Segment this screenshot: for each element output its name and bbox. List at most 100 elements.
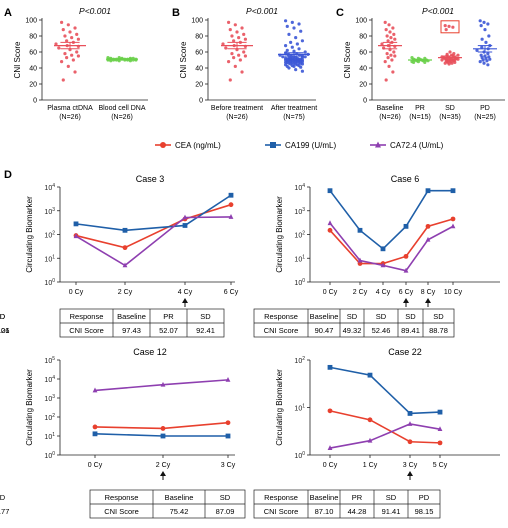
square-marker (270, 142, 276, 148)
table-response-cell: SD (405, 312, 416, 321)
x-tick-label: 0 Cy (323, 462, 338, 469)
chart-title: Case 6 (391, 174, 420, 184)
series-line (329, 218, 454, 265)
table-row-label: CNI Score (69, 326, 104, 335)
square-marker (437, 409, 443, 415)
data-point (228, 78, 232, 82)
chart-title: Case 3 (136, 174, 165, 184)
group-label: Before treatment (211, 105, 263, 112)
y-tick-label: 0 (363, 98, 367, 105)
square-marker (182, 223, 188, 228)
square-marker (450, 188, 456, 194)
data-point (73, 70, 77, 74)
data-point (228, 28, 232, 32)
table-header-label: Response (70, 312, 104, 321)
square-marker (425, 188, 431, 194)
table-response-cell: PR (352, 493, 363, 502)
y-tick-label: 101 (44, 254, 55, 263)
group-label: Baseline (377, 105, 404, 112)
data-point (447, 24, 451, 28)
table-header-label: Response (105, 493, 139, 502)
data-point (57, 46, 61, 50)
data-point (384, 78, 388, 82)
circle-marker (225, 420, 231, 426)
series-ca724 (73, 214, 234, 268)
data-point (294, 36, 298, 40)
table-score-cell: 52.46 (372, 326, 391, 335)
table-score-cell: 92.41 (196, 326, 215, 335)
series-cea (92, 420, 231, 431)
series-ca199 (73, 192, 234, 233)
data-point (76, 37, 80, 41)
circle-marker (407, 439, 413, 445)
data-point (224, 46, 228, 50)
y-tick-label: 80 (195, 34, 203, 41)
data-point (290, 20, 294, 24)
x-tick-label: 2 Cy (118, 289, 133, 296)
highlight-box (440, 20, 460, 34)
data-point (300, 62, 304, 66)
data-point (287, 66, 291, 70)
group-n-label: (N=26) (226, 114, 248, 121)
group-label: PD (480, 105, 490, 112)
y-tick-label: 103 (44, 394, 55, 403)
data-point (61, 28, 65, 32)
data-point (300, 39, 304, 43)
table-response-cell: PR (163, 312, 174, 321)
triangle-marker (407, 421, 413, 426)
y-tick-label: 40 (359, 66, 367, 73)
data-point (292, 26, 296, 30)
data-point (443, 24, 447, 28)
x-tick-label: 4 Cy (178, 289, 193, 296)
series-line (329, 423, 441, 449)
data-point (453, 60, 457, 64)
y-tick-label: 20 (195, 82, 203, 89)
y-tick-label: 80 (359, 34, 367, 41)
legend-label: CA199 (U/mL) (285, 141, 336, 150)
triangle-marker (122, 262, 128, 268)
data-point (68, 30, 72, 34)
data-point (389, 53, 393, 57)
triangle-marker (380, 262, 386, 268)
square-marker (380, 246, 386, 252)
data-point (281, 55, 285, 59)
panel-letter: A (4, 7, 12, 19)
circle-marker (403, 253, 409, 259)
data-point (487, 34, 491, 38)
data-point (488, 57, 492, 61)
data-point (289, 40, 293, 45)
data-point (478, 19, 482, 23)
table-response-cell: SD (220, 493, 231, 502)
square-marker (327, 364, 333, 370)
series-line (75, 203, 232, 249)
square-marker (228, 192, 234, 198)
y-axis-label: CNI Score (179, 41, 188, 78)
circle-marker (228, 202, 234, 208)
square-marker (327, 188, 333, 194)
circle-marker (327, 408, 333, 414)
table-score-cell: 91.41 (382, 507, 401, 516)
arrow-icon (425, 298, 431, 303)
table-response-cell: SD (386, 493, 397, 502)
table-score-cell: 49.32 (343, 326, 362, 335)
x-tick-label: 0 Cy (323, 289, 338, 296)
data-point (444, 28, 448, 32)
data-point (54, 42, 58, 46)
response-table: Response CNI Score Baseline 87.10 PR 44.28 SD 9… (253, 489, 441, 519)
y-tick-label: 100 (191, 18, 203, 25)
table-response-cell: PD (0, 312, 6, 321)
y-axis-label: CNI Score (343, 41, 352, 78)
data-point (65, 39, 69, 43)
data-point (290, 45, 294, 49)
group-n-label: (N=26) (379, 114, 401, 121)
table-header-label: Response (264, 493, 298, 502)
data-point (487, 55, 491, 59)
data-point (486, 63, 490, 67)
x-tick-label: 5 Cy (433, 462, 448, 469)
data-point (392, 50, 396, 54)
x-tick-label: 3 Cy (221, 462, 236, 469)
table-score-cell: 97.43 (122, 326, 141, 335)
data-point (75, 50, 79, 54)
triangle-marker (375, 141, 381, 148)
p-value-label: P<0.001 (422, 6, 454, 16)
